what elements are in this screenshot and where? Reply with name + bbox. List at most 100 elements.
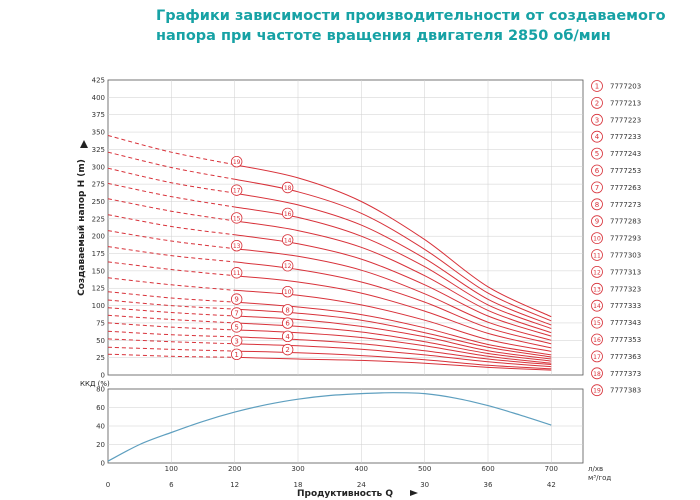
legend-label-7777383: 7777383 xyxy=(610,387,641,395)
curve-marker-circle-13 xyxy=(230,239,243,252)
curve-marker-circle-1 xyxy=(230,348,243,361)
head-curve-7 xyxy=(234,315,552,360)
curve-marker-13: 13 xyxy=(233,243,241,250)
x-tick-lmin-500: 500 xyxy=(418,465,431,473)
head-curve-dashed-19 xyxy=(107,135,235,166)
legend-marker-circle-6 xyxy=(591,164,603,177)
curve-marker-circle-11 xyxy=(230,267,243,279)
curve-marker-11: 11 xyxy=(233,270,241,277)
curve-marker-5: 5 xyxy=(234,323,238,331)
legend-marker-circle-9 xyxy=(591,215,603,228)
eff-y-tick-40: 40 xyxy=(96,423,105,431)
legend-marker-7: 7 xyxy=(595,184,599,192)
curve-marker-3: 3 xyxy=(234,337,238,345)
head-y-tick-250: 250 xyxy=(92,198,105,206)
legend-label-7777243: 7777243 xyxy=(610,150,641,158)
curve-marker-2: 2 xyxy=(285,346,289,354)
legend-marker-8: 8 xyxy=(595,201,599,209)
curve-marker-17: 17 xyxy=(233,188,241,195)
eff-y-axis-label: ККД (%) xyxy=(80,380,110,388)
legend-marker-14: 14 xyxy=(593,303,601,310)
curve-marker-circle-6 xyxy=(281,317,294,329)
legend-marker-13: 13 xyxy=(593,286,601,293)
head-curve-dashed-17 xyxy=(107,167,235,194)
head-curve-dashed-16 xyxy=(107,182,235,208)
x-tick-lmin-700: 700 xyxy=(545,465,558,473)
head-y-tick-325: 325 xyxy=(92,146,105,154)
head-curve-19 xyxy=(234,164,552,318)
legend-marker-1: 1 xyxy=(595,83,599,91)
head-curve-8 xyxy=(234,308,552,358)
head-curve-14 xyxy=(234,234,552,337)
head-curve-dashed-11 xyxy=(107,261,235,277)
head-curve-dashed-3 xyxy=(107,338,235,345)
legend-marker-circle-2 xyxy=(591,97,603,109)
legend-marker-circle-19 xyxy=(591,384,603,397)
x-unit-m3h: м³/год xyxy=(588,474,611,482)
efficiency-curve xyxy=(107,392,552,462)
head-y-axis-label: Создаваемый напор H (m) xyxy=(77,159,87,296)
legend-label-7777203: 7777203 xyxy=(610,83,641,91)
head-curve-3 xyxy=(234,343,552,368)
curve-marker-18: 18 xyxy=(284,185,292,192)
head-y-tick-0: 0 xyxy=(101,372,105,380)
x-tick-m3h-0: 0 xyxy=(106,481,110,489)
legend-marker-12: 12 xyxy=(593,269,601,276)
legend-marker-circle-18 xyxy=(591,367,603,380)
head-curve-dashed-7 xyxy=(107,307,235,317)
head-curve-dashed-13 xyxy=(107,230,235,250)
legend-marker-2: 2 xyxy=(595,99,599,107)
head-curve-12 xyxy=(234,261,552,345)
curve-marker-circle-17 xyxy=(230,184,243,196)
head-y-tick-275: 275 xyxy=(92,181,105,189)
head-y-tick-150: 150 xyxy=(92,267,105,275)
legend-marker-18: 18 xyxy=(593,371,601,378)
curve-marker-circle-18 xyxy=(281,181,294,194)
curve-marker-circle-19 xyxy=(230,155,243,168)
x-tick-lmin-600: 600 xyxy=(481,465,494,473)
curve-marker-16: 16 xyxy=(284,211,292,218)
legend-marker-circle-7 xyxy=(591,181,603,194)
chart-title: Графики зависимости производительности о… xyxy=(156,6,676,46)
legend-label-7777373: 7777373 xyxy=(610,370,641,378)
head-curve-dashed-18 xyxy=(107,151,235,180)
head-curve-dashed-9 xyxy=(107,291,235,303)
chart-title-line-1: Графики зависимости производительности о… xyxy=(156,8,666,24)
legend-marker-circle-4 xyxy=(591,130,603,143)
legend-label-7777353: 7777353 xyxy=(610,336,641,344)
legend-marker-circle-5 xyxy=(591,147,603,160)
legend-marker-circle-8 xyxy=(591,198,603,211)
curve-marker-circle-8 xyxy=(281,304,294,316)
legend-label-7777363: 7777363 xyxy=(610,353,641,361)
head-curve-dashed-2 xyxy=(107,346,235,352)
legend-label-7777263: 7777263 xyxy=(610,184,641,192)
curve-marker-circle-3 xyxy=(230,335,243,347)
eff-y-tick-60: 60 xyxy=(96,404,105,412)
x-tick-m3h-36: 36 xyxy=(484,481,493,489)
x-tick-m3h-12: 12 xyxy=(230,481,239,489)
curve-marker-circle-9 xyxy=(230,293,243,305)
head-y-tick-200: 200 xyxy=(92,233,105,241)
head-curve-dashed-10 xyxy=(107,277,235,291)
head-y-tick-425: 425 xyxy=(92,77,105,85)
legend-marker-16: 16 xyxy=(593,337,601,344)
legend-label-7777213: 7777213 xyxy=(610,99,641,107)
legend-marker-circle-15 xyxy=(591,316,603,329)
head-y-tick-75: 75 xyxy=(96,319,105,327)
legend-label-7777313: 7777313 xyxy=(610,268,641,276)
curve-marker-circle-14 xyxy=(281,234,294,246)
x-tick-lmin-400: 400 xyxy=(355,465,368,473)
legend-marker-circle-16 xyxy=(591,333,603,346)
head-curve-17 xyxy=(234,192,552,326)
eff-y-tick-0: 0 xyxy=(101,460,105,468)
curve-marker-circle-16 xyxy=(281,207,294,220)
legend-marker-5: 5 xyxy=(595,150,599,158)
legend-marker-10: 10 xyxy=(593,236,601,243)
legend-marker-9: 9 xyxy=(595,218,599,226)
legend-label-7777283: 7777283 xyxy=(610,218,641,226)
head-curve-9 xyxy=(234,301,552,356)
legend-label-7777303: 7777303 xyxy=(610,252,641,260)
x-unit-lmin: л/хв xyxy=(588,465,603,473)
x-axis-label: Продуктивность Q xyxy=(297,489,393,499)
